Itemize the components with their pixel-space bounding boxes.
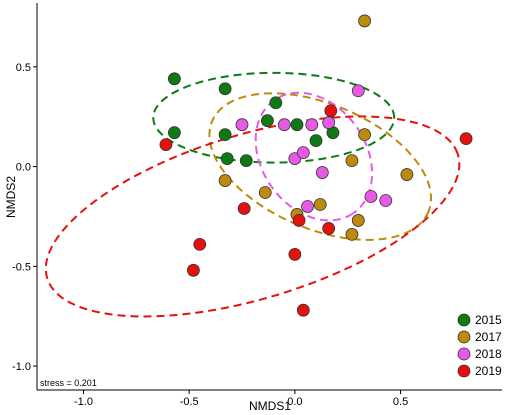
point-2018 xyxy=(301,200,314,213)
legend-marker-2018 xyxy=(457,347,471,361)
ellipse-2017 xyxy=(208,92,433,241)
x-tick-label: 0.5 xyxy=(393,396,408,408)
point-2017 xyxy=(258,186,272,199)
point-2015 xyxy=(269,96,283,110)
point-2015 xyxy=(218,128,232,142)
point-2018 xyxy=(379,194,393,207)
y-axis-title: NMDS2 xyxy=(4,176,18,218)
legend-marker-2015 xyxy=(457,313,471,327)
point-2019 xyxy=(187,263,200,277)
point-2015 xyxy=(167,126,181,140)
x-axis-title: NMDS1 xyxy=(249,399,291,413)
x-tick-label: -0.5 xyxy=(180,396,199,408)
point-2018 xyxy=(364,190,378,203)
y-tick-label: 0.0 xyxy=(16,162,31,174)
point-2019 xyxy=(159,138,173,152)
point-2015 xyxy=(290,118,304,132)
y-tick-label: -0.5 xyxy=(12,261,31,273)
point-2018 xyxy=(296,146,310,160)
point-2015 xyxy=(218,82,232,96)
legend-label-2015: 2015 xyxy=(475,313,502,327)
point-2019 xyxy=(322,222,336,235)
point-2015 xyxy=(260,114,274,128)
stress-annotation: stress = 0.201 xyxy=(40,378,97,388)
x-tick-label: -1.0 xyxy=(74,396,93,408)
x-tick-label: 0.0 xyxy=(287,396,302,408)
point-2018 xyxy=(277,118,291,132)
point-2017 xyxy=(345,154,359,167)
point-2015 xyxy=(167,72,181,86)
ticks-layer: -1.0 -0.5 0.0 0.5 -1.0 -0.5 0.0 0.5 xyxy=(12,62,408,408)
point-2017 xyxy=(358,128,372,142)
legend-label-2019: 2019 xyxy=(475,364,502,378)
point-2019 xyxy=(324,104,338,118)
point-2019 xyxy=(459,132,473,146)
legend: 2015 2017 2018 2019 xyxy=(457,313,502,378)
legend-marker-2019 xyxy=(457,364,471,378)
point-2019 xyxy=(292,214,306,227)
ellipses-layer xyxy=(44,71,461,318)
points-layer xyxy=(159,14,473,317)
ellipse-2018 xyxy=(254,91,374,222)
point-2018 xyxy=(351,84,365,98)
point-2019 xyxy=(288,247,302,261)
y-tick-label: -1.0 xyxy=(12,361,31,373)
y-tick-label: 0.5 xyxy=(16,62,31,74)
point-2017 xyxy=(345,228,359,241)
point-2019 xyxy=(237,202,251,215)
point-2019 xyxy=(296,303,310,317)
legend-label-2017: 2017 xyxy=(475,330,502,344)
point-2017 xyxy=(351,214,365,227)
point-2015 xyxy=(239,154,253,167)
point-2017 xyxy=(313,198,327,211)
point-2015 xyxy=(309,134,323,148)
ellipse-2019 xyxy=(44,115,461,318)
point-2017 xyxy=(358,14,372,28)
point-2018 xyxy=(322,116,336,130)
point-2018 xyxy=(235,118,249,132)
point-2018 xyxy=(315,166,329,179)
point-2015 xyxy=(220,152,234,165)
point-2017 xyxy=(218,174,232,187)
point-2019 xyxy=(193,237,207,251)
legend-label-2018: 2018 xyxy=(475,347,502,361)
point-2017 xyxy=(400,168,414,181)
legend-marker-2017 xyxy=(457,330,471,344)
ellipse-2015 xyxy=(152,71,396,164)
point-2018 xyxy=(305,118,319,132)
